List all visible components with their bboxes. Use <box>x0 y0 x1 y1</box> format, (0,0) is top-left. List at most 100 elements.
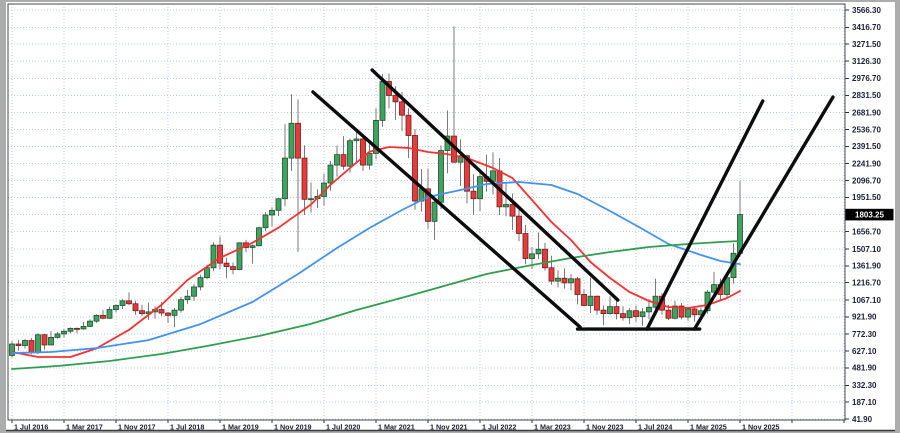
candle <box>210 242 217 272</box>
candle <box>230 262 236 275</box>
descending-channel-upper <box>370 68 620 302</box>
current-price-tag: 1803.25 <box>845 208 894 221</box>
candle <box>366 140 373 170</box>
y-axis-label: 187.10 <box>852 398 877 407</box>
candle <box>646 299 652 320</box>
y-axis-label: 3416.70 <box>852 23 881 32</box>
x-axis-label: 1 Jul 2018 <box>170 423 204 432</box>
candle <box>301 145 308 215</box>
descending-channel-lower <box>311 90 582 329</box>
candle <box>288 94 295 171</box>
y-axis-label: 2976.70 <box>852 74 881 83</box>
y-axis-label: 2831.50 <box>852 91 881 100</box>
y-axis-label: 2681.90 <box>852 108 881 117</box>
x-axis-label: 1 Nov 2021 <box>430 423 468 432</box>
candle <box>295 99 301 252</box>
candle <box>568 274 574 291</box>
candle <box>217 236 223 270</box>
y-axis-label: 481.90 <box>852 364 877 373</box>
candle <box>438 145 444 210</box>
ma-mid-blue-line <box>11 181 741 355</box>
candle <box>41 333 48 350</box>
x-axis: 1 Jul 2016 1 Mar 2017 1 Nov 2017 1 Jul 2018… <box>11 420 845 432</box>
candle <box>639 307 646 326</box>
candle <box>431 196 438 240</box>
plot-border <box>7 3 846 421</box>
trendlines <box>311 68 835 331</box>
candle <box>269 207 275 227</box>
x-axis-label: 1 Mar 2021 <box>378 423 415 432</box>
candle <box>587 277 594 314</box>
candle <box>542 242 548 271</box>
y-axis-label: 2096.70 <box>852 176 881 185</box>
candle <box>282 123 288 207</box>
candle <box>516 208 522 242</box>
candle <box>405 108 412 159</box>
candle <box>678 303 685 320</box>
candle <box>61 329 67 338</box>
candle <box>106 306 113 319</box>
x-axis-label: 1 Jul 2024 <box>638 423 672 432</box>
candle <box>470 174 477 215</box>
candle <box>672 300 678 320</box>
candle <box>119 299 126 309</box>
y-axis: 3566.30 3416.70 3271.50 3126.30 2976.70 2831.… <box>845 6 881 424</box>
candlestick-series <box>9 26 743 358</box>
candle <box>613 299 620 320</box>
candle <box>132 300 139 315</box>
candle <box>236 242 243 271</box>
candle <box>425 168 431 229</box>
candle <box>249 244 256 264</box>
x-axis-label: 1 Jul 2022 <box>482 423 516 432</box>
candle <box>197 274 204 291</box>
candle <box>80 321 87 330</box>
ma-fast-red-line <box>11 146 741 358</box>
y-axis-label: 1951.50 <box>852 193 881 202</box>
candle <box>275 198 282 217</box>
x-axis-label: 1 Nov 2025 <box>742 423 780 432</box>
candle <box>711 271 717 297</box>
candle <box>594 295 600 315</box>
candle <box>574 277 581 305</box>
candle <box>9 341 15 358</box>
candle <box>360 133 366 171</box>
candle <box>165 311 171 323</box>
candle <box>555 270 561 288</box>
candle <box>308 182 314 213</box>
x-axis-label: 1 Nov 2019 <box>274 423 312 432</box>
y-axis-label: 627.10 <box>852 347 877 356</box>
candle <box>633 305 639 322</box>
y-axis-label: 332.30 <box>852 381 877 390</box>
candle <box>522 224 529 265</box>
candle <box>353 131 360 163</box>
y-axis-label: 1361.90 <box>852 262 881 271</box>
candle <box>607 296 613 315</box>
y-axis-label: 3271.50 <box>852 40 881 49</box>
y-axis-label: 2536.70 <box>852 125 881 134</box>
x-axis-label: 1 Mar 2017 <box>66 423 103 432</box>
candle <box>256 226 262 247</box>
ascending-line-outer <box>692 95 835 331</box>
candle <box>184 289 191 304</box>
candle <box>223 257 230 279</box>
ma-slow-green-line <box>11 240 741 370</box>
candle <box>340 136 347 170</box>
ascending-line-inner <box>645 99 765 331</box>
candle <box>685 306 691 321</box>
candle <box>74 327 80 334</box>
x-axis-label: 1 Mar 2025 <box>690 423 727 432</box>
candle <box>93 314 100 323</box>
y-axis-label: 3126.30 <box>852 57 881 66</box>
y-axis-label: 3566.30 <box>852 6 881 15</box>
candle <box>600 305 607 326</box>
candle <box>477 170 483 211</box>
y-axis-label: 921.90 <box>852 313 877 322</box>
candle <box>548 255 555 285</box>
candle <box>503 181 509 217</box>
candle <box>48 331 54 346</box>
candle <box>171 307 178 328</box>
candle <box>191 284 197 301</box>
candle <box>67 327 74 334</box>
